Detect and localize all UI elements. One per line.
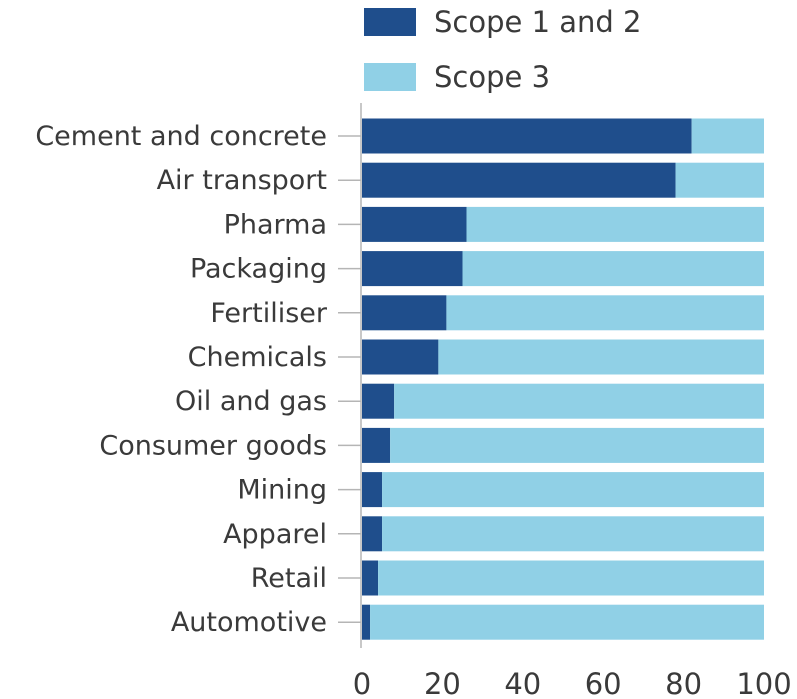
category-label: Consumer goods (99, 430, 327, 461)
legend-label-1: Scope 1 and 2 (434, 5, 641, 39)
category-label: Oil and gas (175, 386, 327, 417)
bar-segment-scope-1-and-2 (362, 383, 395, 419)
x-tick-label: 100 (736, 667, 791, 699)
bar-segment-scope-3 (390, 427, 764, 463)
category-label: Packaging (190, 254, 327, 285)
category-label: Mining (237, 475, 327, 506)
bar-segment-scope-3 (438, 339, 764, 375)
bar-segment-scope-1-and-2 (362, 427, 391, 463)
category-label: Automotive (171, 607, 327, 638)
bar-segment-scope-1-and-2 (362, 206, 467, 242)
x-axis-ticks: 0 20 40 60 80 100 (353, 667, 792, 699)
bar-segment-scope-3 (382, 472, 764, 508)
legend-swatch-1 (364, 8, 416, 36)
legend-swatch-2 (364, 63, 416, 91)
x-tick-label: 60 (585, 667, 622, 699)
bar-segment-scope-3 (382, 516, 764, 552)
category-label: Cement and concrete (35, 121, 327, 152)
x-tick-label: 80 (665, 667, 702, 699)
bar-segment-scope-3 (466, 206, 764, 242)
bar-segment-scope-1-and-2 (362, 251, 463, 287)
legend: Scope 1 and 2 Scope 3 (364, 5, 641, 94)
bar-segment-scope-3 (675, 162, 764, 198)
x-tick-label: 0 (353, 667, 371, 699)
bar-segment-scope-1-and-2 (362, 118, 692, 154)
bar-segment-scope-1-and-2 (362, 604, 371, 640)
bar-segment-scope-3 (691, 118, 764, 154)
bar-segment-scope-1-and-2 (362, 516, 383, 552)
category-label: Fertiliser (210, 298, 328, 329)
bar-segment-scope-1-and-2 (362, 560, 379, 596)
x-tick-label: 40 (504, 667, 541, 699)
legend-label-2: Scope 3 (434, 60, 550, 94)
x-tick-label: 20 (424, 667, 461, 699)
bar-segment-scope-1-and-2 (362, 339, 439, 375)
bar-segment-scope-3 (394, 383, 764, 419)
bars (362, 118, 764, 640)
category-label: Air transport (157, 165, 327, 196)
category-label: Chemicals (188, 342, 327, 373)
category-label: Retail (251, 563, 327, 594)
category-label: Pharma (224, 209, 327, 240)
bar-segment-scope-3 (378, 560, 764, 596)
category-labels: Cement and concrete Air transport Pharma Pa… (35, 121, 361, 638)
category-label: Apparel (223, 519, 327, 550)
bar-segment-scope-3 (446, 295, 764, 331)
bar-segment-scope-1-and-2 (362, 295, 447, 331)
bar-segment-scope-3 (370, 604, 764, 640)
bar-segment-scope-1-and-2 (362, 472, 383, 508)
bar-segment-scope-3 (462, 251, 764, 287)
bar-segment-scope-1-and-2 (362, 162, 676, 198)
